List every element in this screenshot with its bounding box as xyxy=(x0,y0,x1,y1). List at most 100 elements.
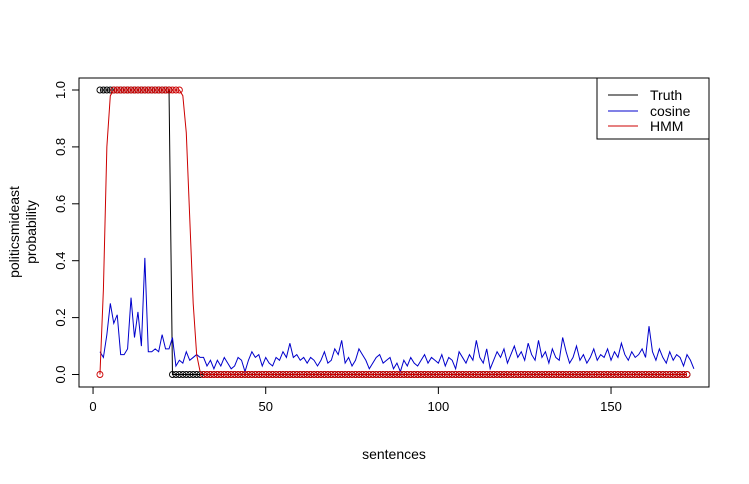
truth-point xyxy=(172,371,180,378)
hmm-point xyxy=(251,371,259,378)
hmm-point xyxy=(258,371,266,378)
hmm-point xyxy=(673,371,681,378)
hmm-point xyxy=(369,371,377,378)
hmm-point xyxy=(403,371,411,378)
hmm-point xyxy=(490,371,498,378)
hmm-point xyxy=(393,371,401,378)
hmm-point xyxy=(531,371,539,378)
legend-label-truth: Truth xyxy=(650,87,682,103)
y-axis-title-line-2: probability xyxy=(23,200,39,264)
hmm-point xyxy=(396,371,404,378)
truth-point xyxy=(189,371,197,378)
hmm-point xyxy=(624,371,632,378)
hmm-point xyxy=(655,371,663,378)
x-tick-label: 50 xyxy=(258,399,272,414)
hmm-point xyxy=(338,371,346,378)
hmm-point xyxy=(248,371,256,378)
hmm-point xyxy=(548,371,556,378)
hmm-point xyxy=(372,371,380,378)
hmm-point xyxy=(162,86,170,94)
hmm-point xyxy=(341,371,349,378)
hmm-point xyxy=(279,371,287,378)
x-tick-label: 150 xyxy=(600,399,622,414)
truth-point xyxy=(182,371,190,378)
hmm-point xyxy=(207,371,214,378)
hmm-point xyxy=(569,371,577,378)
hmm-point xyxy=(175,86,183,94)
hmm-point xyxy=(117,86,125,94)
hmm-point xyxy=(642,371,650,378)
hmm-point xyxy=(200,371,208,378)
hmm-point xyxy=(421,371,429,378)
legend-label-hmm: HMM xyxy=(650,118,683,134)
hmm-point xyxy=(234,371,242,378)
hmm-point xyxy=(614,371,622,378)
y-axis-title-line-1: politicsmideast xyxy=(6,186,22,278)
y-tick-label: 1.0 xyxy=(53,81,68,99)
hmm-point xyxy=(521,371,529,378)
hmm-point xyxy=(120,86,128,94)
hmm-point xyxy=(296,371,304,378)
hmm-point xyxy=(327,371,335,378)
hmm-point xyxy=(314,371,321,378)
hmm-point xyxy=(545,371,553,378)
hmm-point xyxy=(358,371,366,378)
hmm-point xyxy=(282,371,290,378)
hmm-point xyxy=(680,371,687,378)
hmm-point xyxy=(165,86,173,94)
hmm-point xyxy=(410,371,418,378)
hmm-point xyxy=(462,371,470,378)
hmm-point xyxy=(459,371,466,378)
x-axis-title: sentences xyxy=(362,446,426,462)
hmm-point xyxy=(562,371,570,378)
y-tick-label: 0.2 xyxy=(53,309,68,327)
hmm-point xyxy=(255,371,263,378)
truth-point xyxy=(99,86,107,94)
hmm-point xyxy=(528,371,536,378)
hmm-point xyxy=(324,371,332,378)
hmm-point xyxy=(227,371,235,378)
hmm-point xyxy=(497,371,504,378)
hmm-point xyxy=(486,371,494,378)
hmm-point xyxy=(483,371,491,378)
y-tick-label: 0.0 xyxy=(53,365,68,383)
hmm-point xyxy=(352,371,359,378)
hmm-point xyxy=(617,371,625,378)
hmm-point xyxy=(576,371,584,378)
hmm-point xyxy=(307,371,315,378)
hmm-point xyxy=(134,86,142,94)
truth-point xyxy=(96,86,104,94)
hmm-point xyxy=(127,86,135,94)
hmm-point xyxy=(400,371,408,378)
truth-point xyxy=(193,371,201,378)
hmm-point xyxy=(466,371,473,378)
truth-point xyxy=(169,371,176,378)
hmm-point xyxy=(493,371,501,378)
hmm-line xyxy=(99,89,687,375)
hmm-point xyxy=(203,371,211,378)
hmm-point xyxy=(666,371,674,378)
hmm-point xyxy=(144,86,152,94)
hmm-point xyxy=(231,371,239,378)
truth-point xyxy=(175,371,183,378)
hmm-point xyxy=(431,371,439,378)
hmm-point xyxy=(479,371,487,378)
hmm-point xyxy=(137,86,145,94)
hmm-point xyxy=(621,371,629,378)
hmm-point xyxy=(289,371,297,378)
hmm-point xyxy=(224,371,232,378)
hmm-point xyxy=(438,371,446,378)
hmm-point xyxy=(148,86,156,94)
hmm-point xyxy=(362,371,370,378)
hmm-point xyxy=(566,371,574,378)
hmm-point xyxy=(331,371,339,378)
hmm-point xyxy=(469,371,477,378)
hmm-point xyxy=(169,86,176,94)
hmm-point xyxy=(320,371,328,378)
hmm-point xyxy=(213,371,221,378)
hmm-point xyxy=(345,371,353,378)
hmm-point xyxy=(110,86,118,94)
hmm-point xyxy=(662,371,670,378)
hmm-point xyxy=(386,371,394,378)
